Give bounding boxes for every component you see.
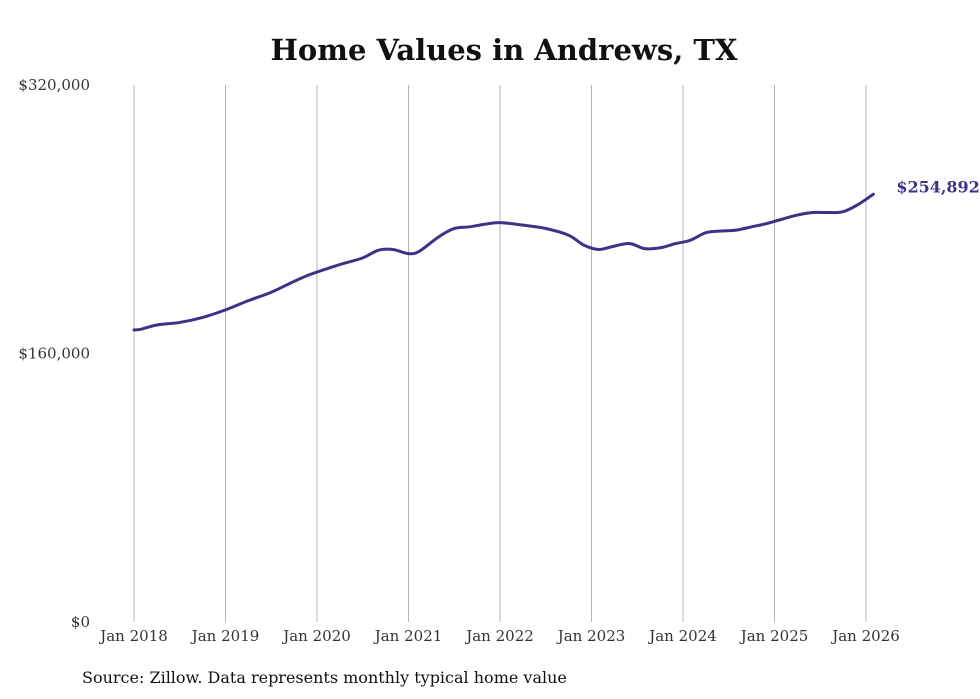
gridlines (133, 85, 867, 622)
series-group: $254,892 (132, 177, 980, 332)
x-tick-label-3: Jan 2021 (373, 627, 443, 645)
chart-title: Home Values in Andrews, TX (271, 33, 738, 67)
series-end-label-0: $254,892 (896, 177, 980, 196)
x-tick-label-7: Jan 2025 (739, 627, 809, 645)
x-tick-label-0: Jan 2018 (98, 627, 168, 645)
x-axis: Jan 2018 Jan 2019 Jan 2020 Jan 2021 Jan 2022… (98, 627, 900, 645)
y-axis: $0 $160,000 $320,000 (18, 76, 90, 631)
y-tick-label-0: $0 (71, 613, 90, 631)
x-tick-label-5: Jan 2023 (556, 627, 626, 645)
source-note: Source: Zillow. Data represents monthly … (82, 668, 567, 687)
x-tick-label-8: Jan 2026 (830, 627, 900, 645)
x-tick-label-4: Jan 2022 (464, 627, 534, 645)
series-line-0 (132, 192, 875, 332)
x-tick-label-6: Jan 2024 (647, 627, 717, 645)
y-tick-label-2: $320,000 (18, 76, 90, 94)
x-tick-label-2: Jan 2020 (281, 627, 351, 645)
y-tick-label-1: $160,000 (18, 345, 90, 363)
x-tick-label-1: Jan 2019 (190, 627, 260, 645)
